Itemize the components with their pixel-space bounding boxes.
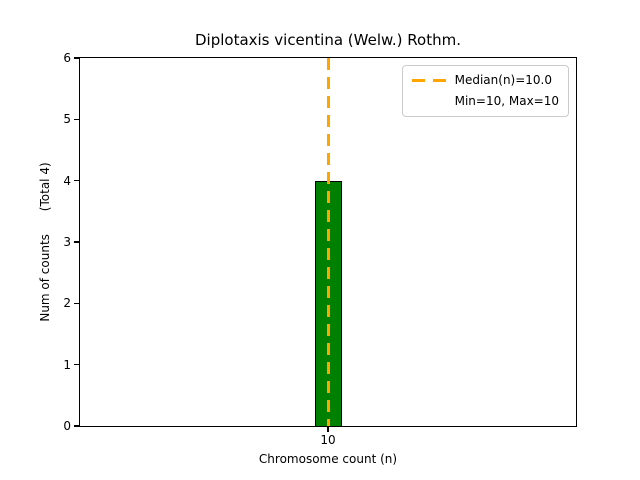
y-tick-label-4: 4	[63, 173, 71, 188]
y-tick-mark-0	[74, 425, 79, 427]
x-tick-mark-10	[327, 427, 329, 432]
legend-sample-blank	[412, 100, 446, 103]
y-tick-label-0: 0	[63, 419, 71, 433]
plot-area: Median(n)=10.0 Min=10, Max=10 0 1 2 3 4 5 6 10	[63, 52, 577, 446]
legend-label-minmax: Min=10, Max=10	[454, 94, 559, 108]
y-tick-label-6: 6	[63, 51, 71, 65]
legend-label-median: Median(n)=10.0	[454, 73, 552, 87]
y-tick-mark-1	[74, 364, 79, 366]
y-axis-label-text: Num of counts (Total 4)	[38, 162, 52, 322]
legend-entry-median: Median(n)=10.0	[411, 72, 559, 89]
median-dashed-line-icon	[411, 79, 446, 82]
y-tick-mark-3	[74, 241, 79, 243]
y-tick-mark-5	[74, 118, 79, 120]
legend: Median(n)=10.0 Min=10, Max=10	[401, 65, 569, 117]
median-line	[326, 58, 330, 426]
y-tick-mark-4	[74, 180, 79, 182]
y-tick-label-3: 3	[63, 235, 71, 249]
y-tick-mark-6	[74, 57, 79, 59]
y-tick-label-1: 1	[63, 357, 71, 372]
y-tick-mark-2	[74, 302, 79, 304]
x-tick-label-10: 10	[320, 433, 336, 447]
y-tick-label-2: 2	[63, 296, 71, 311]
y-tick-label-5: 5	[63, 112, 71, 127]
x-axis-label: Chromosome count (n)	[258, 452, 398, 466]
chart-title: Diplotaxis vicentina (Welw.) Rothm.	[194, 31, 461, 49]
legend-entry-minmax: Min=10, Max=10	[412, 93, 559, 110]
